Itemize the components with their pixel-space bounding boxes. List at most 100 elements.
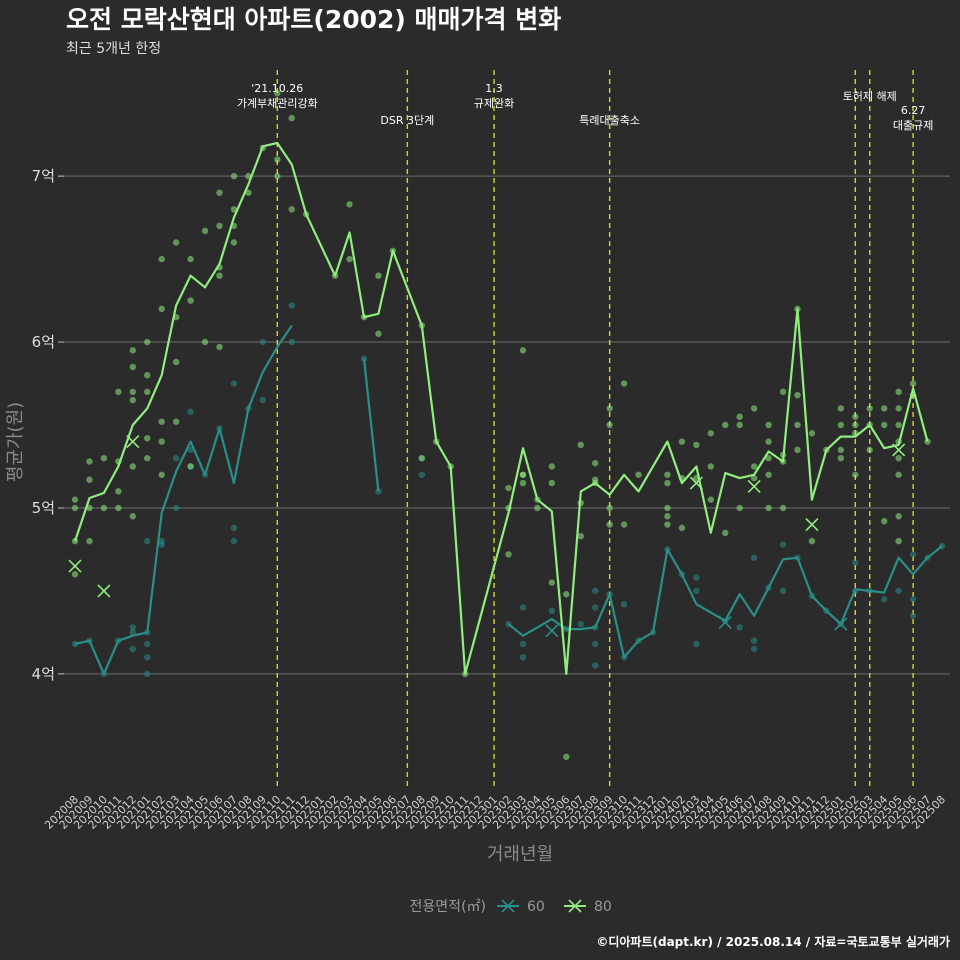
y-tick-label: 4억 — [32, 665, 55, 683]
data-point — [71, 571, 79, 578]
data-point — [881, 596, 888, 603]
data-point — [620, 521, 628, 528]
event-label: 규제완화 — [474, 97, 514, 110]
data-point — [750, 405, 758, 412]
data-point — [86, 537, 93, 545]
data-point — [881, 405, 888, 412]
data-point — [693, 574, 700, 581]
data-point — [620, 380, 628, 387]
data-point — [115, 504, 122, 512]
data-point — [837, 454, 845, 462]
data-point — [765, 421, 772, 429]
data-point — [852, 413, 859, 420]
data-point — [548, 579, 556, 586]
data-point — [548, 463, 556, 470]
data-point — [418, 454, 425, 462]
data-point — [288, 206, 295, 213]
data-point — [288, 338, 295, 346]
y-axis-ticks: 4억 5억 6억 7억 — [32, 167, 64, 683]
data-point — [519, 347, 527, 354]
data-point — [808, 537, 816, 545]
data-point — [592, 459, 599, 467]
data-point — [519, 471, 527, 478]
data-point — [172, 454, 180, 462]
data-point — [678, 524, 686, 532]
data-point — [895, 471, 902, 478]
data-point — [808, 430, 816, 437]
data-point — [577, 620, 584, 628]
data-point — [895, 513, 902, 520]
data-point — [129, 624, 136, 631]
y-tick-label: 6억 — [32, 333, 55, 351]
legend-item-label: 60 — [527, 899, 545, 915]
cancelled-deal-mark — [892, 443, 906, 457]
data-point — [230, 172, 238, 180]
data-point — [274, 156, 281, 163]
data-point — [274, 89, 281, 97]
cancelled-deal-mark — [747, 479, 761, 493]
data-point — [158, 438, 165, 445]
data-point — [765, 438, 772, 445]
data-point — [606, 504, 613, 512]
data-point — [172, 239, 180, 246]
data-point — [794, 446, 801, 454]
data-point — [519, 604, 527, 611]
data-point — [172, 358, 180, 366]
data-point — [909, 596, 917, 603]
data-point — [592, 604, 599, 611]
data-point — [158, 255, 165, 263]
data-point — [750, 474, 758, 482]
data-point — [707, 496, 714, 503]
series-line — [507, 545, 943, 659]
data-point — [722, 421, 729, 429]
data-point — [129, 347, 136, 354]
data-point — [693, 587, 700, 595]
data-point — [534, 504, 541, 512]
data-point — [201, 338, 209, 346]
event-label: 특례대출축소 — [579, 114, 640, 127]
data-point — [259, 338, 267, 346]
data-point — [736, 421, 743, 429]
data-point — [750, 645, 758, 653]
data-point — [129, 645, 136, 653]
x-axis-title: 거래년월 — [487, 844, 553, 865]
data-point — [158, 541, 165, 548]
data-point — [620, 600, 628, 608]
data-point — [664, 504, 671, 512]
data-point — [230, 537, 238, 545]
x-axis-ticks: 2020082020092020102020112020122021012021… — [42, 793, 948, 832]
data-point — [519, 654, 527, 661]
data-point — [375, 330, 382, 337]
data-point — [577, 532, 584, 540]
cancelled-deal-mark — [97, 584, 111, 598]
data-point — [519, 479, 527, 487]
data-point — [866, 405, 873, 412]
data-point — [909, 380, 917, 387]
legend-title: 전용면적(㎡) — [410, 899, 486, 915]
data-point — [794, 391, 801, 399]
data-point — [115, 488, 122, 495]
data-point — [563, 591, 570, 598]
data-point — [71, 496, 79, 503]
data-point — [346, 255, 353, 263]
data-point — [216, 272, 223, 279]
data-point — [548, 479, 556, 487]
data-point — [664, 479, 671, 487]
data-point — [144, 435, 151, 442]
data-point — [852, 471, 859, 478]
event-label: 대출규제 — [893, 119, 933, 132]
data-point — [606, 521, 613, 528]
data-point — [794, 421, 801, 429]
data-point — [779, 504, 787, 512]
event-label: 토허제 해제 — [843, 89, 897, 103]
data-point — [765, 504, 772, 512]
data-point — [895, 537, 902, 545]
data-point — [895, 587, 902, 595]
data-point — [375, 272, 382, 279]
data-point — [779, 388, 787, 396]
data-point — [144, 454, 151, 462]
data-point — [172, 418, 180, 425]
data-point — [288, 302, 295, 309]
data-point — [158, 471, 165, 478]
data-point — [346, 201, 353, 208]
